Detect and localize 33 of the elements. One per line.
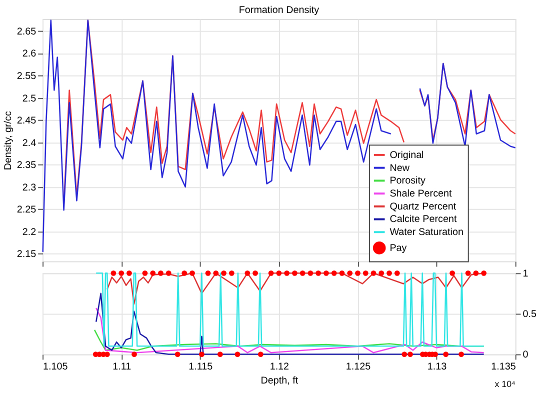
legend-label: Shale Percent xyxy=(390,188,452,200)
x-tick-label: 1.115 xyxy=(188,362,214,373)
y2-tick-label: 1 xyxy=(522,268,529,280)
x-tick-label: 1.125 xyxy=(346,362,372,373)
y-tick-label: 2.15 xyxy=(16,249,37,260)
legend-label: Quartz Percent xyxy=(390,201,456,212)
x-tick-label: 1.13 xyxy=(427,362,448,373)
y-tick-label: 2.55 xyxy=(16,70,37,82)
y-tick-label: 2.25 xyxy=(16,204,37,216)
legend-label: Calcite Percent xyxy=(390,214,457,226)
y-tick-label: 2.35 xyxy=(16,160,37,172)
y2-tick-label: 0 xyxy=(522,350,529,361)
legend-label: Water Saturation xyxy=(390,227,464,238)
y-tick-label: 2.4 xyxy=(22,138,37,149)
legend-label: Pay xyxy=(390,242,407,254)
x-tick-label: 1.11 xyxy=(112,362,132,373)
legend-label: New xyxy=(390,162,410,174)
y2-tick-label: 0.5 xyxy=(522,309,537,320)
y-tick-label: 2.6 xyxy=(22,48,37,60)
y-tick-label: 2.2 xyxy=(22,226,36,238)
y-tick-label: 2.3 xyxy=(22,182,37,194)
chart-title: Formation Density xyxy=(238,5,320,16)
y-tick-label: 2.65 xyxy=(16,26,37,38)
x-axis-title: Depth, ft xyxy=(260,375,298,386)
x-tick-label: 1.105 xyxy=(43,362,68,373)
text: x 10⁴ xyxy=(494,378,516,389)
x-tick-label: 1.135 xyxy=(491,362,516,373)
y-tick-label: 2.5 xyxy=(22,93,37,104)
x-tick-label: 1.12 xyxy=(270,362,290,373)
legend-label: Porosity xyxy=(390,176,426,187)
legend-label: Original xyxy=(390,150,424,161)
y-tick-label: 2.45 xyxy=(16,116,37,127)
y-axis-title: Density, gr/cc xyxy=(2,111,14,170)
